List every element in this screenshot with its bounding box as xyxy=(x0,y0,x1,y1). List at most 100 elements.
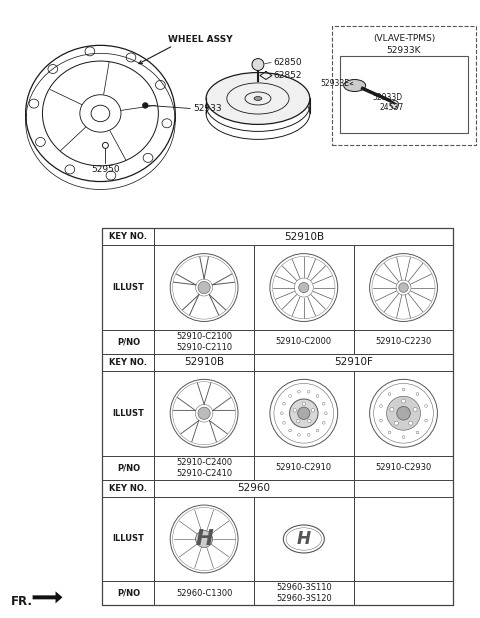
Bar xyxy=(102,228,154,245)
Bar xyxy=(354,245,454,330)
Text: 52933E: 52933E xyxy=(321,79,350,88)
Circle shape xyxy=(143,103,148,108)
Bar xyxy=(102,371,154,455)
Bar xyxy=(354,582,454,606)
Circle shape xyxy=(298,433,300,436)
Bar xyxy=(254,354,454,371)
Circle shape xyxy=(397,407,410,420)
Bar xyxy=(354,497,454,582)
Bar xyxy=(102,480,154,497)
Circle shape xyxy=(280,412,283,415)
Text: 52933K: 52933K xyxy=(387,46,421,54)
Circle shape xyxy=(402,436,405,438)
Circle shape xyxy=(380,419,382,422)
Text: 52933: 52933 xyxy=(193,104,222,113)
Text: 52910-C2910: 52910-C2910 xyxy=(276,463,332,472)
Circle shape xyxy=(390,407,394,412)
Text: 52960-C1300: 52960-C1300 xyxy=(176,589,232,598)
Circle shape xyxy=(307,391,310,393)
Bar xyxy=(354,371,454,455)
Bar xyxy=(354,330,454,354)
Circle shape xyxy=(308,419,311,423)
Text: 52960: 52960 xyxy=(238,483,270,493)
Bar xyxy=(102,245,154,330)
Text: 52910F: 52910F xyxy=(334,357,373,367)
Bar xyxy=(254,330,354,354)
Bar xyxy=(254,245,354,330)
Text: KEY NO.: KEY NO. xyxy=(109,232,147,241)
Bar xyxy=(254,371,354,455)
Circle shape xyxy=(322,402,325,405)
Circle shape xyxy=(198,281,210,294)
Circle shape xyxy=(425,405,428,407)
Text: P/NO: P/NO xyxy=(117,337,140,347)
Text: P/NO: P/NO xyxy=(117,463,140,472)
Circle shape xyxy=(289,399,318,428)
Circle shape xyxy=(283,421,285,424)
Circle shape xyxy=(299,282,309,293)
Circle shape xyxy=(394,421,398,425)
Bar xyxy=(154,455,254,480)
Bar xyxy=(332,25,476,145)
Bar xyxy=(254,497,354,582)
Text: 52960-3S110
52960-3S120: 52960-3S110 52960-3S120 xyxy=(276,583,332,603)
Circle shape xyxy=(307,433,310,436)
Text: 52910-C2230: 52910-C2230 xyxy=(375,337,432,347)
Circle shape xyxy=(413,407,417,412)
Bar xyxy=(154,497,254,582)
Text: 62852: 62852 xyxy=(273,71,301,80)
Circle shape xyxy=(297,419,300,423)
Circle shape xyxy=(316,395,319,397)
Circle shape xyxy=(399,283,408,292)
Bar xyxy=(254,455,354,480)
Bar xyxy=(102,582,154,606)
Circle shape xyxy=(311,408,314,412)
Circle shape xyxy=(302,402,305,405)
Text: 52910-C2000: 52910-C2000 xyxy=(276,337,332,347)
Circle shape xyxy=(416,392,419,396)
Bar xyxy=(102,497,154,582)
Bar xyxy=(354,455,454,480)
Ellipse shape xyxy=(344,80,366,91)
Bar xyxy=(254,582,354,606)
Ellipse shape xyxy=(206,72,310,124)
Bar xyxy=(154,330,254,354)
Bar xyxy=(154,582,254,606)
Circle shape xyxy=(198,407,210,420)
Bar xyxy=(102,455,154,480)
Text: (VLAVE-TPMS): (VLAVE-TPMS) xyxy=(373,33,435,43)
Text: 24537: 24537 xyxy=(380,103,404,112)
Circle shape xyxy=(288,395,291,397)
Text: ILLUST: ILLUST xyxy=(112,535,144,543)
Circle shape xyxy=(425,419,428,422)
Text: 52933D: 52933D xyxy=(372,93,403,103)
Text: KEY NO.: KEY NO. xyxy=(109,358,147,367)
Text: 52910-C2400
52910-C2410: 52910-C2400 52910-C2410 xyxy=(176,457,232,478)
Bar xyxy=(154,371,254,455)
Bar xyxy=(154,228,454,245)
Circle shape xyxy=(283,402,285,405)
Circle shape xyxy=(380,405,382,407)
Circle shape xyxy=(316,429,319,432)
Text: 52910B: 52910B xyxy=(184,357,224,367)
Polygon shape xyxy=(33,591,62,603)
Circle shape xyxy=(401,399,406,403)
Text: ILLUST: ILLUST xyxy=(112,408,144,418)
Text: FR.: FR. xyxy=(11,595,33,608)
Text: WHEEL ASSY: WHEEL ASSY xyxy=(168,35,233,44)
Circle shape xyxy=(408,421,413,425)
Circle shape xyxy=(391,101,398,108)
Circle shape xyxy=(324,412,327,415)
Circle shape xyxy=(388,392,391,396)
Text: ILLUST: ILLUST xyxy=(112,283,144,292)
Text: 52950: 52950 xyxy=(91,166,120,174)
Circle shape xyxy=(298,407,310,420)
Circle shape xyxy=(252,59,264,70)
Bar xyxy=(340,56,468,133)
Text: KEY NO.: KEY NO. xyxy=(109,484,147,493)
Circle shape xyxy=(322,421,325,424)
Text: H: H xyxy=(195,529,213,549)
Circle shape xyxy=(288,429,291,432)
Text: 52910-C2100
52910-C2110: 52910-C2100 52910-C2110 xyxy=(176,332,232,352)
Circle shape xyxy=(298,391,300,393)
